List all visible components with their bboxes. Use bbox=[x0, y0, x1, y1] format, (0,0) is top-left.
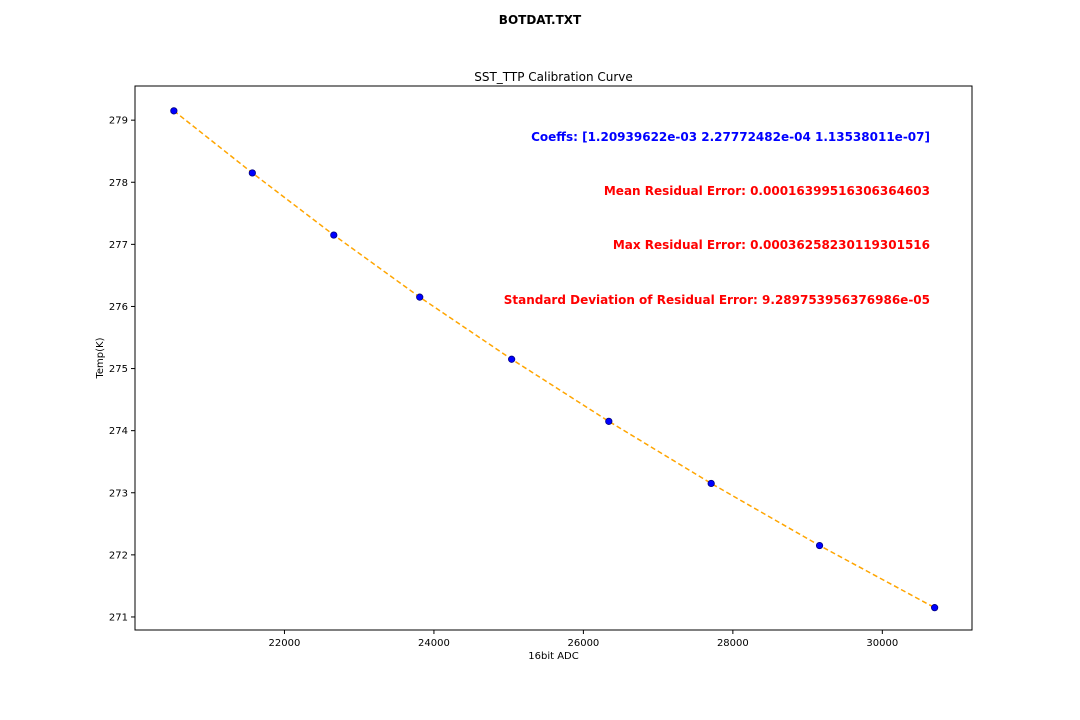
axes-frame bbox=[134, 85, 973, 631]
data-point bbox=[416, 293, 424, 301]
y-tick-label: 273 bbox=[109, 488, 128, 499]
data-point bbox=[248, 169, 256, 177]
data-point bbox=[605, 417, 613, 425]
y-axis-label: Temp(K) bbox=[95, 337, 106, 379]
data-point bbox=[170, 107, 178, 115]
data-point bbox=[330, 231, 338, 239]
y-tick-label: 277 bbox=[109, 240, 128, 251]
chart-title: SST_TTP Calibration Curve bbox=[474, 70, 633, 84]
max-residual-annotation: Max Residual Error: 0.000362582301193015… bbox=[613, 238, 930, 252]
x-tick-label: 24000 bbox=[418, 638, 450, 649]
data-point bbox=[707, 479, 715, 488]
coefficients-annotation: Coeffs: [1.20939622e-03 2.27772482e-04 1… bbox=[531, 130, 930, 144]
y-tick-label: 275 bbox=[109, 364, 128, 375]
data-point bbox=[815, 541, 824, 550]
y-tick-label: 279 bbox=[109, 116, 128, 127]
data-point bbox=[508, 355, 516, 363]
x-tick-label: 28000 bbox=[717, 638, 749, 649]
y-tick-label: 276 bbox=[109, 302, 128, 313]
x-tick-label: 22000 bbox=[269, 638, 301, 649]
y-tick-label: 274 bbox=[109, 426, 128, 437]
y-tick-label: 272 bbox=[109, 550, 128, 561]
y-tick-label: 278 bbox=[109, 178, 128, 189]
mean-residual-annotation: Mean Residual Error: 0.00016399516306364… bbox=[604, 184, 930, 198]
figure-suptitle: BOTDAT.TXT bbox=[499, 13, 582, 27]
data-points bbox=[170, 107, 939, 612]
x-axis-label: 16bit ADC bbox=[528, 651, 578, 662]
x-axis: 22000 24000 26000 28000 30000 bbox=[269, 630, 898, 649]
plot-area bbox=[134, 85, 973, 631]
data-point bbox=[931, 604, 939, 612]
std-residual-annotation: Standard Deviation of Residual Error: 9.… bbox=[504, 293, 930, 307]
x-tick-label: 30000 bbox=[866, 638, 898, 649]
y-tick-label: 271 bbox=[109, 612, 128, 623]
y-axis: 271 272 273 274 275 276 277 278 279 bbox=[109, 116, 135, 623]
x-tick-label: 26000 bbox=[567, 638, 599, 649]
